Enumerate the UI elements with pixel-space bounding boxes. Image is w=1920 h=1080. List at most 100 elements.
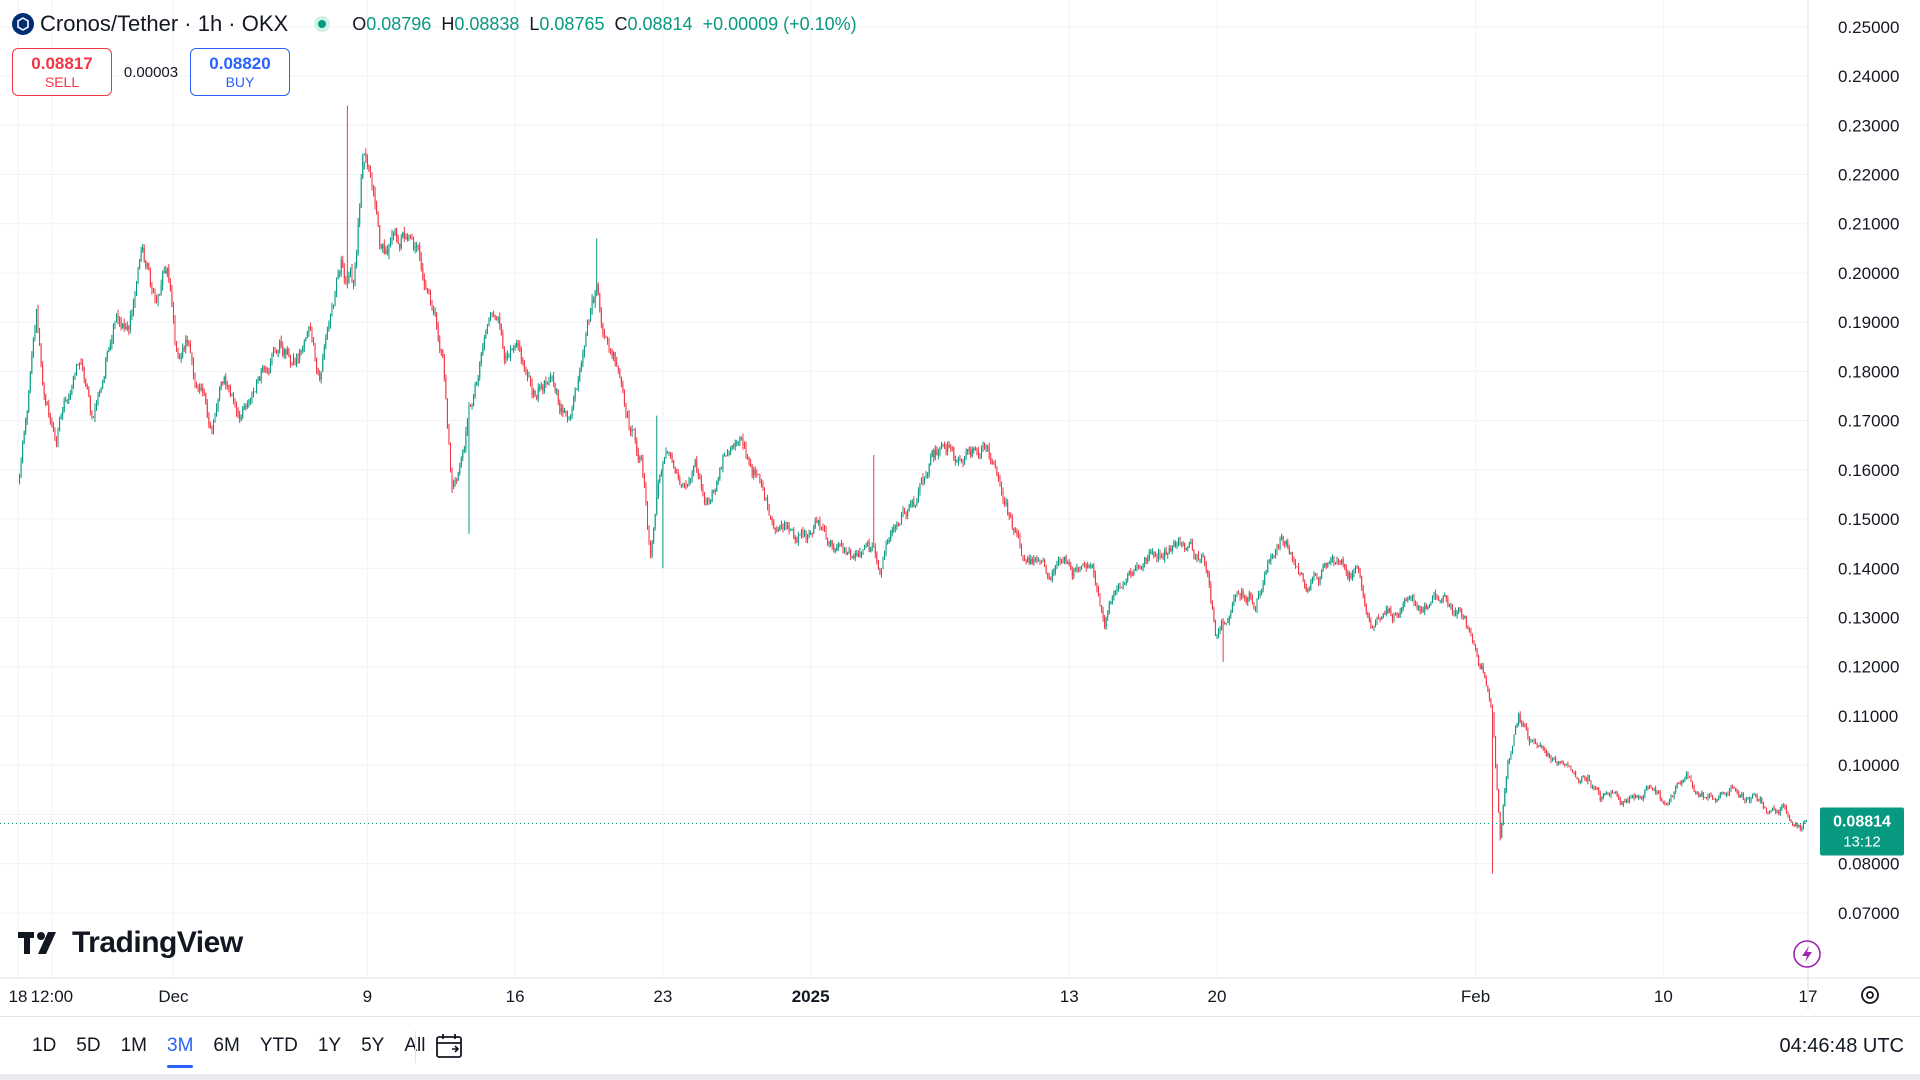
candle-body	[1270, 556, 1272, 561]
candle-body	[405, 236, 407, 240]
candle-body	[1045, 566, 1047, 573]
candle-body	[54, 429, 56, 438]
candle-body	[833, 545, 835, 551]
candle-body	[1219, 629, 1221, 631]
candle-body	[1318, 579, 1320, 584]
candle-body	[393, 234, 395, 236]
candle-body	[1019, 537, 1021, 547]
candle-body	[433, 310, 435, 314]
candle-body	[845, 548, 847, 555]
candle-body	[991, 463, 993, 465]
candle-body	[1515, 727, 1517, 735]
candle-body	[1595, 787, 1597, 789]
timeframe-selector: 1D 5D 1M 3M 6M YTD 1Y 5Y All	[22, 1035, 435, 1068]
timeframe-5d[interactable]: 5D	[76, 1035, 101, 1056]
timeframe-1m[interactable]: 1M	[120, 1035, 147, 1056]
timeframe-1d[interactable]: 1D	[32, 1035, 57, 1056]
candle-body	[1535, 741, 1537, 744]
candle-body	[336, 279, 338, 292]
y-tick-label: 0.22000	[1838, 165, 1899, 184]
candle-body	[1176, 543, 1178, 547]
high-value: 0.08838	[454, 13, 520, 34]
symbol-title[interactable]: Cronos/Tether · 1h · OKX	[40, 11, 289, 36]
candle-body	[1511, 746, 1513, 754]
y-tick-label: 0.11000	[1838, 707, 1898, 726]
candle-body	[830, 540, 832, 545]
candle-body	[94, 408, 96, 418]
candle-body	[683, 484, 685, 486]
timeframe-1y[interactable]: 1Y	[317, 1035, 342, 1056]
candle-body	[1758, 799, 1760, 801]
timeframe-5y[interactable]: 5Y	[361, 1035, 385, 1056]
candle-body	[663, 458, 665, 464]
candle-body	[1641, 798, 1643, 800]
candle-body	[166, 268, 168, 274]
candle-body	[1188, 543, 1190, 548]
candle-body	[1050, 579, 1052, 581]
candle-body	[196, 384, 198, 387]
candle-body	[182, 348, 184, 357]
candle-body	[885, 544, 887, 553]
settings-gear-icon[interactable]	[1861, 986, 1879, 1004]
candle-body	[1321, 569, 1323, 578]
candle-body	[768, 506, 770, 516]
timeframe-3m[interactable]: 3M	[157, 1035, 203, 1068]
candle-body	[620, 376, 622, 384]
candle-body	[560, 408, 562, 412]
calendar-goto-icon[interactable]	[434, 1031, 464, 1061]
candle-body	[811, 532, 813, 534]
timeframe-ytd[interactable]: YTD	[259, 1035, 298, 1056]
candle-body	[679, 478, 681, 485]
candle-body	[1744, 799, 1746, 801]
last-price-tag-bg	[1820, 807, 1904, 856]
candle-body	[1247, 597, 1249, 603]
candle-body	[728, 451, 730, 453]
lightning-icon[interactable]	[1793, 940, 1821, 968]
candle-body	[613, 352, 615, 357]
candle-body	[1776, 812, 1778, 814]
buy-button[interactable]: 0.08820 BUY	[190, 48, 290, 96]
candle-body	[900, 514, 902, 525]
candle-body	[1376, 617, 1378, 622]
tradingview-brand[interactable]: TradingView	[18, 926, 243, 960]
price-chart[interactable]: 0.25000 0.24000 0.23000 0.22000 0.21000 0.200…	[0, 0, 1920, 1010]
candle-body	[1345, 567, 1347, 573]
candle-body	[85, 379, 87, 387]
candle-body	[480, 353, 482, 363]
candle-body	[1241, 591, 1243, 597]
candle-body	[1516, 723, 1518, 728]
candle-body	[136, 281, 138, 293]
candle-body	[1144, 557, 1146, 565]
candle-body	[112, 324, 114, 340]
candle-body	[500, 324, 502, 334]
utc-clock[interactable]: 04:46:48 UTC	[1779, 1035, 1904, 1057]
candle-body	[1558, 761, 1560, 764]
candle-body	[42, 365, 44, 386]
candle-body	[697, 472, 699, 477]
candle-body	[1367, 612, 1369, 616]
candle-body	[1181, 544, 1183, 546]
timeframe-6m[interactable]: 6M	[213, 1035, 240, 1056]
candle-body	[714, 490, 716, 492]
candle-body	[630, 427, 632, 433]
candle-body	[322, 358, 324, 372]
candle-body	[1630, 795, 1632, 797]
candle-body	[1519, 714, 1521, 723]
timeframe-all[interactable]: All	[404, 1035, 426, 1056]
candle-body	[1122, 583, 1124, 588]
candle-body	[1076, 567, 1078, 570]
candle-body	[348, 275, 350, 283]
candle-body	[485, 331, 487, 339]
candle-body	[1787, 811, 1789, 817]
candle-body	[877, 561, 879, 569]
candle-body	[1735, 788, 1737, 791]
candle-body	[865, 543, 867, 548]
candle-body	[1150, 552, 1152, 554]
candle-body	[950, 446, 952, 448]
candle-body	[537, 387, 539, 399]
candle-body	[306, 332, 308, 338]
sell-button[interactable]: 0.08817 SELL	[12, 48, 112, 96]
candle-body	[309, 326, 311, 329]
candle-body	[586, 320, 588, 335]
candle-body	[533, 390, 535, 396]
